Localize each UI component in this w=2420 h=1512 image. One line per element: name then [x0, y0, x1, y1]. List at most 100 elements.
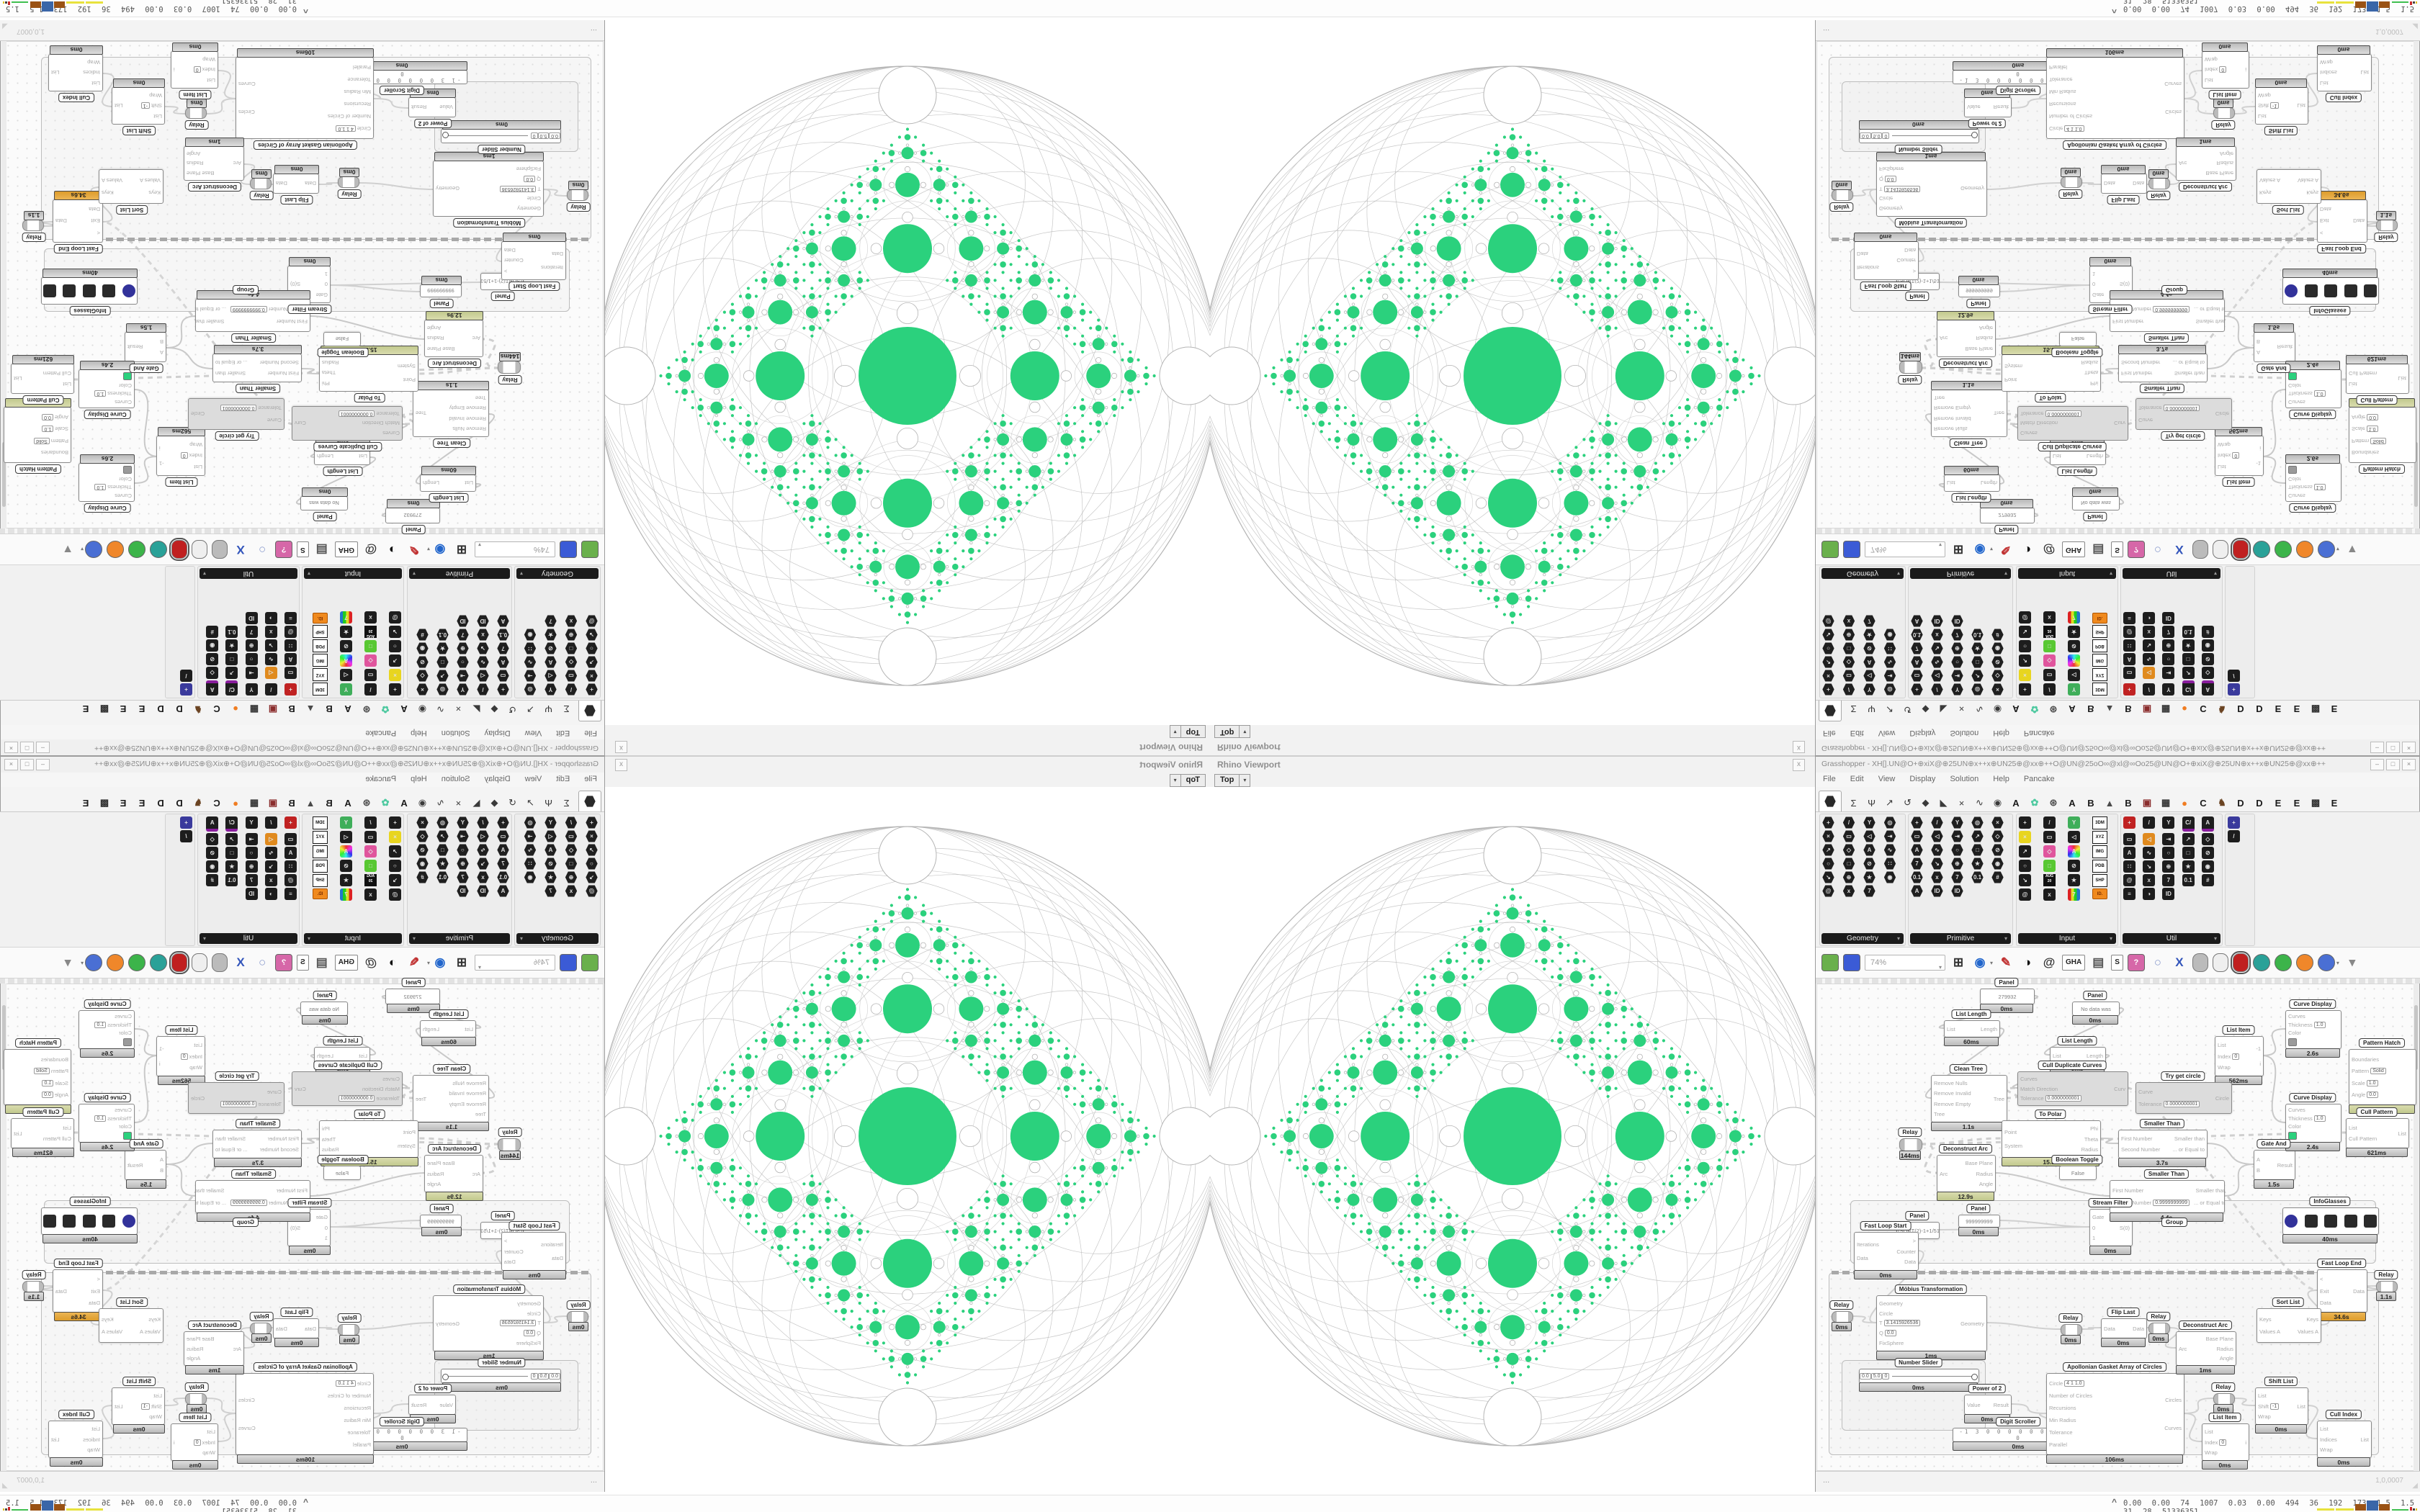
- component-icon[interactable]: ◇: [206, 833, 219, 845]
- tab-icon-5[interactable]: ◣: [1940, 704, 1948, 715]
- component-icon[interactable]: +: [284, 683, 297, 696]
- component-icon[interactable]: ★: [1971, 858, 1984, 870]
- tab-icon-8[interactable]: ◉: [1993, 704, 2002, 715]
- component-icon[interactable]: Y: [2162, 816, 2175, 829]
- toolbar-icon-5[interactable]: ✎: [2000, 955, 2012, 969]
- component-icon[interactable]: +: [586, 816, 598, 829]
- menu-help[interactable]: Help: [411, 729, 427, 737]
- component-icon[interactable]: ∷: [1883, 858, 1896, 870]
- tab-icon-0[interactable]: Σ: [563, 797, 570, 809]
- tab-plugin-9[interactable]: ●: [2182, 703, 2187, 715]
- component-icon[interactable]: x: [264, 626, 277, 638]
- grasshopper-titlebar[interactable]: Grasshopper - XH[].UN@O+⊕xiX@⊕25UN⊕x++x⊕…: [1816, 739, 2419, 755]
- close-icon[interactable]: x: [1793, 741, 1805, 753]
- component-icon[interactable]: ↗: [389, 845, 401, 858]
- component-icon[interactable]: □: [1971, 844, 1984, 856]
- component-icon[interactable]: +: [586, 683, 598, 696]
- tab-plugin-0[interactable]: A: [2012, 703, 2020, 715]
- toolbar-icon-10[interactable]: S: [297, 541, 309, 557]
- component-icon[interactable]: ○: [1822, 642, 1834, 654]
- tab-icon-0[interactable]: Σ: [1850, 703, 1857, 715]
- component-icon[interactable]: /: [364, 816, 377, 829]
- file-badge-icon[interactable]: IMG: [313, 654, 328, 667]
- toolbar-icon-11[interactable]: ?: [275, 541, 293, 558]
- component-icon[interactable]: Y: [340, 816, 352, 829]
- component-icon[interactable]: x: [1842, 885, 1855, 897]
- component-icon[interactable]: ×: [2019, 831, 2031, 843]
- component-icon[interactable]: ID: [457, 885, 469, 897]
- component-icon[interactable]: ◇: [364, 654, 377, 667]
- tab-plugin-12[interactable]: D: [2237, 703, 2244, 715]
- component-icon[interactable]: ↗: [1822, 656, 1834, 668]
- component-icon[interactable]: ○: [389, 860, 401, 872]
- toolbar-icon-5[interactable]: ✎: [2000, 543, 2012, 557]
- component-icon[interactable]: ○: [245, 847, 258, 859]
- purple-icon[interactable]: A: [206, 680, 219, 696]
- tab-plugin-2[interactable]: ⊛: [2049, 704, 2058, 715]
- toolbar-icon-21[interactable]: ▾: [2349, 955, 2356, 969]
- component-icon[interactable]: ↘: [1822, 629, 1834, 641]
- component-icon[interactable]: +: [2019, 816, 2031, 829]
- component-icon[interactable]: A: [284, 847, 297, 859]
- component-icon[interactable]: 0.1: [1971, 629, 1984, 641]
- toolbar-icon-9[interactable]: ▤: [315, 955, 328, 969]
- tab-icon-7[interactable]: ∿: [436, 704, 444, 715]
- component-icon[interactable]: ★: [544, 629, 557, 641]
- tab-plugin-5[interactable]: ▲: [2105, 797, 2115, 809]
- component-icon[interactable]: ◉: [416, 858, 429, 870]
- tab-icon-3[interactable]: ↺: [1904, 704, 1912, 715]
- component-icon[interactable]: ◁: [544, 830, 557, 842]
- component-icon[interactable]: ⊕: [1951, 642, 1963, 654]
- viewport-tab-top[interactable]: Top: [1180, 725, 1206, 738]
- tab-icon-6[interactable]: ×: [455, 797, 462, 809]
- component-icon[interactable]: ◁: [1931, 830, 1943, 842]
- component-icon[interactable]: @: [389, 888, 401, 901]
- menu-view[interactable]: View: [1878, 729, 1896, 737]
- component-icon[interactable]: 7: [340, 888, 352, 901]
- component-icon[interactable]: @: [2019, 611, 2031, 624]
- component-icon[interactable]: ⊕: [245, 860, 258, 873]
- toolbar-icon-21[interactable]: ▾: [2349, 543, 2356, 557]
- caret-icon[interactable]: ^: [302, 1497, 308, 1507]
- menu-solution[interactable]: Solution: [1950, 775, 1979, 783]
- component-icon[interactable]: ⇥: [1951, 830, 1963, 842]
- tab-plugin-7[interactable]: ▣: [268, 704, 278, 715]
- tab-plugin-3[interactable]: A: [2069, 797, 2076, 809]
- calendar-icon[interactable]: AUG 20: [2043, 626, 2056, 638]
- tab-params-selected[interactable]: [578, 701, 601, 721]
- purple-icon[interactable]: C/: [225, 680, 238, 696]
- chevron-down-icon[interactable]: ▾: [1990, 959, 1994, 966]
- component-icon[interactable]: ▭: [497, 830, 509, 842]
- component-icon[interactable]: ★: [340, 874, 352, 886]
- toolbar-icon-12[interactable]: ○: [2154, 543, 2162, 557]
- component-icon[interactable]: □: [364, 860, 377, 872]
- component-icon[interactable]: ⊘: [1863, 858, 1876, 870]
- tab-plugin-3[interactable]: A: [344, 797, 351, 809]
- component-icon[interactable]: ⇥: [1883, 830, 1896, 842]
- menu-file[interactable]: File: [1823, 729, 1836, 737]
- component-icon[interactable]: @: [586, 885, 598, 897]
- component-icon[interactable]: ×: [416, 683, 429, 696]
- component-icon[interactable]: ⊕: [1842, 871, 1855, 883]
- component-icon[interactable]: +: [497, 816, 509, 829]
- component-icon[interactable]: A: [497, 885, 509, 897]
- component-icon[interactable]: x: [2143, 626, 2156, 638]
- component-icon[interactable]: ⊕: [245, 639, 258, 652]
- file-badge-icon[interactable]: SHP: [2092, 625, 2107, 638]
- tab-icon-4[interactable]: ◆: [490, 704, 498, 715]
- display-ball-20[interactable]: [2317, 954, 2335, 971]
- component-icon[interactable]: ⊘: [1991, 844, 2004, 856]
- component-icon[interactable]: □: [1971, 656, 1984, 668]
- menu-help[interactable]: Help: [1993, 775, 2009, 783]
- tab-icon-5[interactable]: ◣: [472, 704, 480, 715]
- tab-plugin-14[interactable]: E: [2275, 703, 2282, 715]
- component-icon[interactable]: ⊘: [1863, 642, 1876, 654]
- component-icon[interactable]: 0.1: [2182, 626, 2195, 638]
- file-badge-icon[interactable]: XYZ: [2092, 831, 2107, 844]
- zoom-combo[interactable]: 74% ▾: [1865, 541, 1945, 557]
- component-icon[interactable]: A: [284, 653, 297, 665]
- preview-chip-14[interactable]: [2192, 540, 2208, 559]
- scrollbar-thumb[interactable]: [2414, 1005, 2418, 1070]
- toolbar-icon-7[interactable]: @: [364, 543, 377, 557]
- component-icon[interactable]: ◉: [1991, 642, 2004, 654]
